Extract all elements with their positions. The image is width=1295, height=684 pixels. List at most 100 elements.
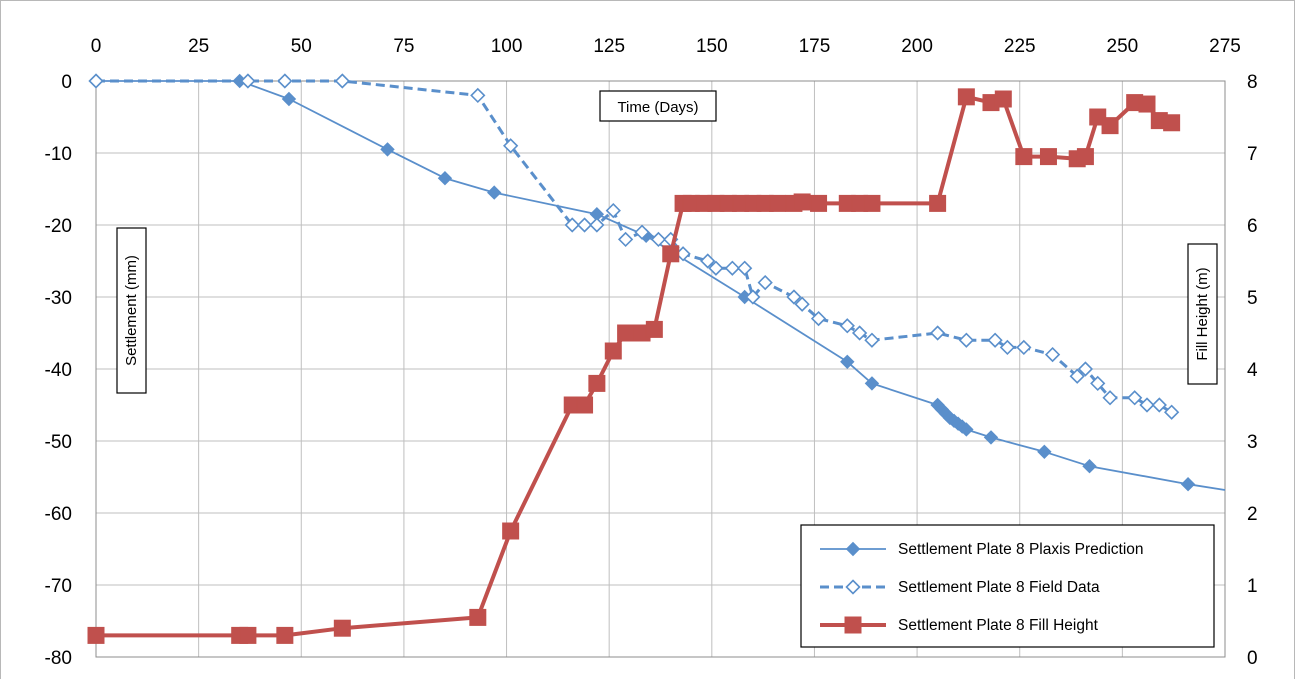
data-point-field-data: [1102, 390, 1118, 406]
data-point-field-data: [810, 310, 827, 327]
data-point-field-data: [470, 87, 486, 104]
data-point-fill-height: [239, 626, 257, 644]
data-point-fill-height: [929, 194, 947, 212]
data-point-fill-height: [1138, 95, 1156, 113]
legend: Settlement Plate 8 Plaxis Prediction Set…: [800, 524, 1215, 648]
data-point-field-data: [564, 217, 580, 233]
data-point-field-data: [1139, 397, 1155, 413]
data-point-field-data: [700, 253, 716, 269]
x-tick-label: 225: [1004, 36, 1036, 57]
data-point-fill-height: [769, 194, 787, 212]
data-point-field-data: [503, 138, 519, 154]
legend-symbol-prediction: [820, 541, 886, 557]
data-point-fill-height: [333, 619, 351, 637]
data-point-field-data: [576, 217, 593, 233]
y2-tick-label: 4: [1247, 360, 1258, 381]
data-point-fill-height: [793, 193, 811, 211]
data-point-fill-height: [863, 194, 881, 212]
y-axis-title: Settlement (mm): [116, 227, 147, 394]
legend-symbol-field-data: [820, 579, 886, 595]
series-layer: [87, 73, 1226, 644]
data-point-field-data: [1077, 361, 1094, 377]
data-point-prediction: [487, 185, 502, 200]
data-point-prediction: [1180, 476, 1196, 492]
y-tick-label: -80: [45, 648, 72, 669]
y-axis-title-box: [116, 227, 147, 394]
data-point-prediction: [840, 354, 855, 370]
data-point-field-data: [617, 231, 634, 248]
data-point-fill-height: [604, 342, 622, 360]
x-tick-label: 275: [1209, 36, 1241, 57]
y2-tick-label: 8: [1247, 72, 1258, 93]
data-point-fill-height: [957, 88, 975, 106]
data-point-prediction: [1082, 458, 1097, 474]
y-tick-label: -40: [45, 360, 72, 381]
y-tick-label: -30: [45, 288, 72, 309]
data-point-fill-height: [810, 194, 828, 212]
data-point-field-data: [240, 73, 256, 89]
x-tick-label: 75: [393, 36, 414, 57]
data-point-field-data: [88, 73, 104, 89]
y-tick-label: 0: [61, 72, 72, 93]
legend-label-prediction: Settlement Plate 8 Plaxis Prediction: [898, 541, 1144, 558]
data-point-prediction: [959, 422, 974, 437]
data-point-field-data: [958, 332, 974, 348]
data-point-fill-height: [1101, 117, 1119, 135]
y-tick-label: -60: [45, 504, 72, 525]
y2-axis-title-text: Fill Height (m): [1194, 267, 1211, 360]
data-point-fill-height: [588, 374, 606, 392]
plot-area-frame: [95, 80, 1226, 658]
x-axis-title-text: Time (Days): [617, 99, 698, 116]
y2-axis-title: Fill Height (m): [1187, 243, 1218, 385]
x-tick-label: 250: [1107, 36, 1139, 57]
data-point-fill-height: [645, 320, 663, 338]
y-axis-tick-labels: 0 -10 -20 -30 -40 -50 -60 -70 -80: [45, 72, 72, 669]
data-point-field-data: [745, 289, 761, 305]
data-point-prediction: [1037, 444, 1052, 460]
data-point-field-data: [929, 325, 946, 341]
data-point-field-data: [708, 260, 724, 276]
data-point-prediction: [983, 430, 999, 445]
legend-marker: [845, 541, 861, 557]
y-tick-label: -20: [45, 216, 72, 237]
y-tick-label: -50: [45, 432, 72, 453]
data-point-field-data: [724, 260, 740, 276]
y2-tick-label: 5: [1247, 288, 1258, 309]
x-tick-label: 150: [696, 36, 728, 57]
x-tick-label: 175: [799, 36, 831, 57]
data-point-field-data: [839, 318, 855, 334]
data-point-field-data: [650, 231, 667, 248]
legend-label-field-data: Settlement Plate 8 Field Data: [898, 579, 1100, 596]
data-point-fill-height: [87, 626, 105, 644]
legend-symbol-fill-height: [820, 616, 886, 634]
legend-label-fill-height: Settlement Plate 8 Fill Height: [898, 617, 1099, 634]
y2-axis-title-box: [1187, 243, 1218, 385]
y2-tick-label: 6: [1247, 216, 1258, 237]
data-point-fill-height: [1039, 148, 1057, 166]
data-point-field-data: [277, 73, 293, 89]
data-point-field-data: [851, 325, 868, 341]
data-point-field-data: [1163, 404, 1180, 420]
data-point-field-data: [334, 73, 350, 89]
y2-tick-label: 0: [1247, 648, 1258, 669]
y-tick-label: -70: [45, 576, 72, 597]
data-point-field-data: [757, 274, 773, 291]
data-point-field-data: [786, 289, 802, 305]
y2-axis-tick-labels: 8 7 6 5 4 3 2 1 0: [1247, 72, 1258, 669]
data-point-field-data: [999, 339, 1016, 356]
data-point-fill-height: [994, 90, 1012, 108]
data-point-field-data: [1044, 346, 1061, 363]
data-point-field-data: [1069, 368, 1085, 384]
data-point-fill-height: [576, 396, 594, 414]
x-tick-label: 200: [901, 36, 933, 57]
data-point-field-data: [794, 296, 810, 312]
y2-tick-label: 7: [1247, 144, 1258, 165]
x-tick-label: 0: [91, 36, 102, 57]
x-tick-label: 100: [491, 36, 523, 57]
data-point-fill-height: [617, 324, 635, 342]
data-point-fill-height: [662, 245, 680, 263]
data-point-field-data: [1016, 339, 1032, 356]
data-point-fill-height: [1076, 148, 1094, 166]
